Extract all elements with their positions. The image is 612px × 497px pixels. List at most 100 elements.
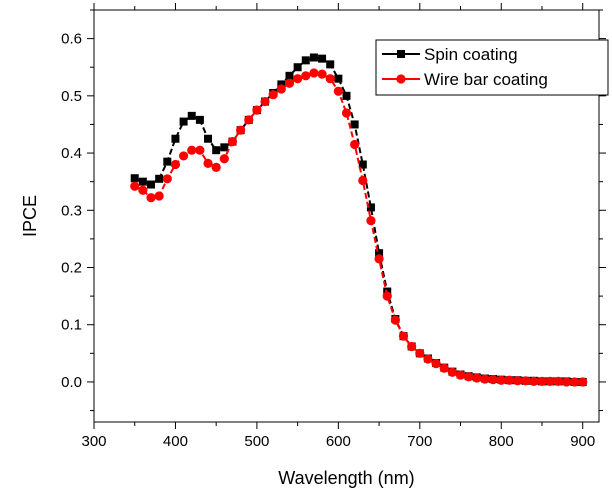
data-point-spin-coating bbox=[171, 134, 180, 143]
data-point-wire-bar-coating bbox=[309, 68, 319, 78]
y-tick-label: 0.4 bbox=[61, 145, 82, 162]
y-tick-label: 0.5 bbox=[61, 88, 82, 105]
data-point-spin-coating bbox=[342, 91, 351, 100]
data-point-spin-coating bbox=[366, 203, 375, 212]
data-point-wire-bar-coating bbox=[236, 125, 246, 135]
data-point-wire-bar-coating bbox=[504, 375, 515, 385]
data-point-wire-bar-coating bbox=[488, 375, 498, 385]
data-point-wire-bar-coating bbox=[268, 90, 278, 100]
y-tick-label: 0.1 bbox=[61, 317, 82, 334]
x-tick-label: 700 bbox=[407, 433, 432, 450]
data-point-wire-bar-coating bbox=[521, 376, 531, 386]
data-point-wire-bar-coating bbox=[545, 376, 555, 386]
data-point-wire-bar-coating bbox=[276, 84, 286, 94]
data-point-wire-bar-coating bbox=[284, 78, 295, 88]
data-point-spin-coating bbox=[375, 249, 384, 258]
data-point-spin-coating bbox=[155, 174, 164, 183]
data-point-wire-bar-coating bbox=[154, 191, 164, 201]
data-point-wire-bar-coating bbox=[211, 162, 221, 172]
data-point-spin-coating bbox=[147, 180, 156, 189]
data-point-wire-bar-coating bbox=[333, 86, 343, 96]
legend-box bbox=[375, 39, 609, 96]
legend-label-spin-coating: Spin coating bbox=[424, 45, 518, 64]
x-tick-label: 400 bbox=[163, 433, 188, 450]
y-tick-label: 0.3 bbox=[61, 202, 82, 219]
x-tick-label: 800 bbox=[489, 433, 514, 450]
data-point-spin-coating bbox=[195, 115, 204, 124]
data-point-wire-bar-coating bbox=[162, 174, 172, 184]
x-axis-title: Wavelength (nm) bbox=[278, 468, 414, 488]
y-tick-label: 0.6 bbox=[61, 31, 82, 48]
data-point-wire-bar-coating bbox=[415, 348, 425, 358]
data-point-wire-bar-coating bbox=[244, 115, 254, 125]
data-point-wire-bar-coating bbox=[439, 363, 449, 373]
data-point-wire-bar-coating bbox=[374, 254, 384, 264]
data-point-wire-bar-coating bbox=[496, 375, 506, 385]
data-point-wire-bar-coating bbox=[341, 108, 352, 118]
data-point-wire-bar-coating bbox=[480, 374, 490, 384]
data-point-spin-coating bbox=[130, 174, 139, 183]
legend-label-wire-bar-coating: Wire bar coating bbox=[424, 70, 548, 89]
data-point-spin-coating bbox=[138, 177, 147, 186]
data-point-wire-bar-coating bbox=[358, 175, 368, 186]
data-point-wire-bar-coating bbox=[317, 69, 327, 79]
data-point-wire-bar-coating bbox=[398, 331, 409, 341]
data-point-spin-coating bbox=[309, 53, 318, 62]
data-point-wire-bar-coating bbox=[170, 159, 181, 170]
plot-frame bbox=[93, 9, 600, 423]
legend: Spin coating Wire bar coating bbox=[375, 39, 609, 96]
data-point-spin-coating bbox=[358, 160, 367, 169]
data-point-wire-bar-coating bbox=[455, 370, 466, 380]
data-point-wire-bar-coating bbox=[447, 367, 457, 377]
data-point-wire-bar-coating bbox=[512, 376, 523, 386]
data-point-wire-bar-coating bbox=[537, 376, 547, 386]
data-point-spin-coating bbox=[163, 157, 172, 166]
data-point-wire-bar-coating bbox=[382, 291, 392, 301]
data-point-spin-coating bbox=[204, 134, 213, 143]
data-point-spin-coating bbox=[212, 146, 221, 155]
data-point-wire-bar-coating bbox=[301, 71, 311, 81]
y-tick-label: 0.0 bbox=[61, 374, 82, 391]
data-point-wire-bar-coating bbox=[350, 139, 360, 150]
legend-marker-spin-coating bbox=[397, 50, 405, 58]
data-point-wire-bar-coating bbox=[260, 96, 270, 107]
data-point-wire-bar-coating bbox=[529, 376, 539, 386]
data-point-wire-bar-coating bbox=[366, 215, 376, 226]
data-point-wire-bar-coating bbox=[423, 354, 433, 364]
data-point-wire-bar-coating bbox=[130, 181, 140, 191]
data-point-wire-bar-coating bbox=[553, 376, 563, 386]
data-point-wire-bar-coating bbox=[472, 373, 482, 383]
data-point-wire-bar-coating bbox=[187, 145, 197, 155]
data-point-wire-bar-coating bbox=[203, 158, 213, 168]
axes: Wavelength (nm) IPCE 300 400 500 600 700 800 9… bbox=[20, 3, 606, 488]
data-point-spin-coating bbox=[301, 56, 310, 65]
series-line-spin-coating bbox=[134, 56, 583, 383]
plot-area bbox=[130, 53, 588, 387]
data-point-wire-bar-coating bbox=[325, 74, 335, 84]
data-point-wire-bar-coating bbox=[227, 137, 238, 147]
data-point-spin-coating bbox=[293, 63, 302, 72]
data-point-spin-coating bbox=[350, 120, 359, 129]
data-point-spin-coating bbox=[187, 111, 196, 120]
data-point-wire-bar-coating bbox=[561, 377, 572, 387]
legend-marker-wire-bar-coating bbox=[396, 74, 406, 84]
data-point-wire-bar-coating bbox=[407, 341, 417, 352]
y-axis-title: IPCE bbox=[20, 195, 40, 237]
data-point-wire-bar-coating bbox=[569, 377, 580, 387]
data-point-wire-bar-coating bbox=[390, 315, 400, 325]
data-point-wire-bar-coating bbox=[195, 145, 205, 155]
data-point-wire-bar-coating bbox=[431, 359, 441, 369]
data-point-wire-bar-coating bbox=[464, 372, 474, 382]
y-tick-label: 0.2 bbox=[61, 260, 82, 277]
x-tick-label: 300 bbox=[81, 433, 106, 450]
x-tick-label: 600 bbox=[326, 433, 351, 450]
data-point-spin-coating bbox=[285, 71, 294, 80]
x-tick-label: 900 bbox=[570, 433, 595, 450]
data-point-spin-coating bbox=[334, 74, 343, 83]
data-point-wire-bar-coating bbox=[178, 151, 189, 161]
x-tick-label: 500 bbox=[244, 433, 269, 450]
data-point-wire-bar-coating bbox=[219, 154, 229, 164]
data-point-spin-coating bbox=[318, 54, 327, 63]
data-point-spin-coating bbox=[220, 143, 229, 152]
